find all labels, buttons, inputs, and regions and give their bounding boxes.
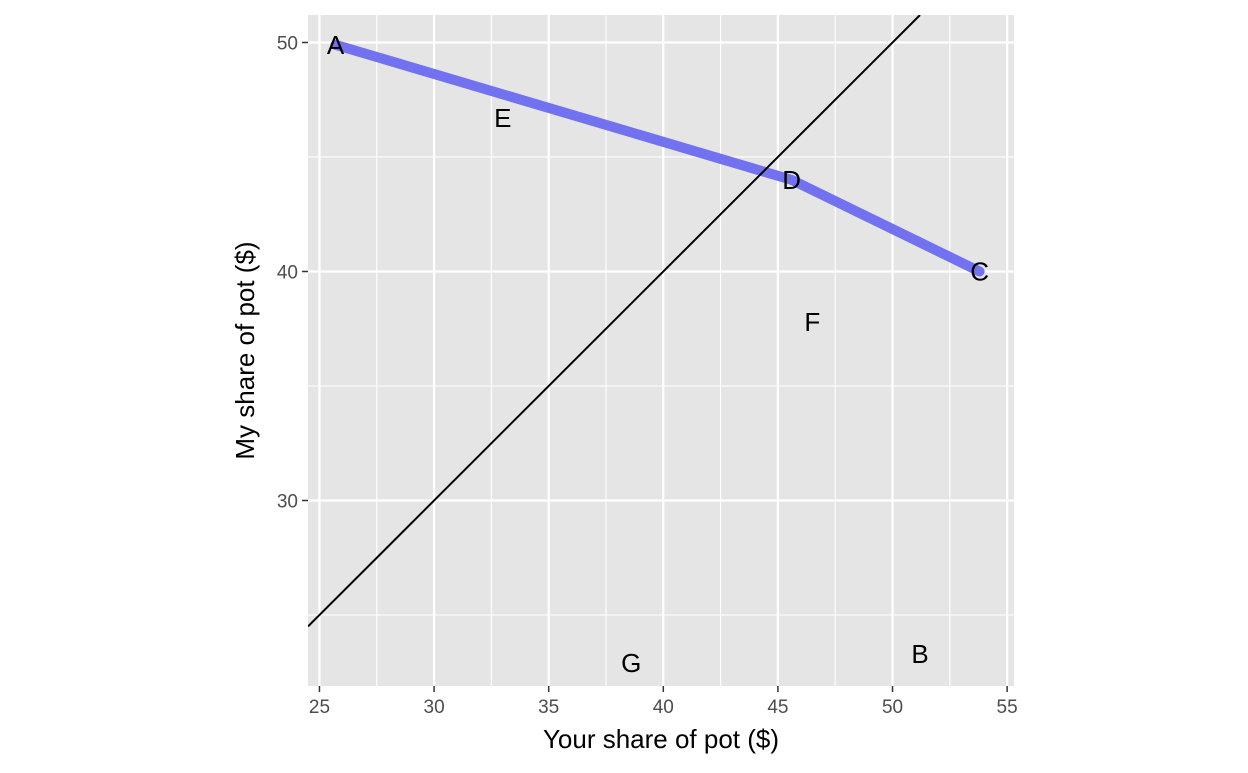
series-layer (308, 15, 985, 628)
x-tick-label: 30 (424, 697, 445, 718)
point-label-e: E (494, 103, 511, 133)
x-tick-label: 50 (882, 697, 903, 718)
point-labels: A B C D E F G (327, 30, 989, 678)
y-tick-label: 50 (277, 33, 298, 54)
point-label-c: C (970, 256, 989, 286)
major-gridlines (308, 15, 1014, 686)
x-tick-label: 35 (538, 697, 559, 718)
budget-frontier-line (330, 39, 985, 277)
point-label-b: B (911, 639, 928, 669)
point-label-d: D (782, 165, 801, 195)
x-tick-label: 40 (653, 697, 674, 718)
x-tick-label: 45 (767, 697, 788, 718)
point-label-a: A (327, 30, 345, 60)
plot-panel (308, 15, 1014, 686)
y-axis-title: My share of pot ($) (230, 241, 260, 459)
x-tick-label: 25 (309, 697, 330, 718)
equal-split-line (308, 15, 921, 628)
y-tick-label: 30 (277, 492, 298, 513)
x-tick-label: 55 (997, 697, 1018, 718)
point-label-f: F (804, 307, 820, 337)
y-tick-label: 40 (277, 262, 298, 283)
point-label-g: G (621, 648, 641, 678)
y-axis: 30 40 50 (277, 33, 308, 513)
x-axis: 25 30 35 40 45 50 55 (309, 686, 1018, 718)
x-axis-title: Your share of pot ($) (543, 724, 779, 754)
